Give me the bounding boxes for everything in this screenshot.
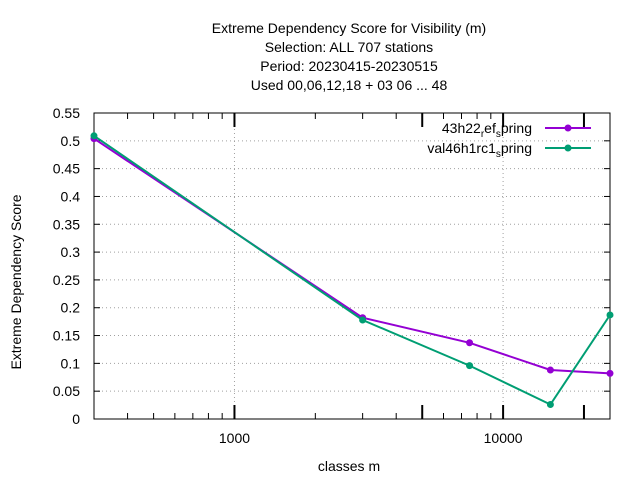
x-tick-label: 1000: [219, 430, 250, 446]
data-point: [606, 369, 614, 377]
series: [90, 132, 614, 409]
data-point: [606, 311, 614, 319]
legend-text-part: r: [481, 129, 485, 140]
y-tick-label: 0.45: [53, 161, 80, 177]
data-point: [466, 362, 474, 370]
title-line: Used 00,06,12,18 + 03 06 ... 48: [251, 77, 448, 93]
data-point: [90, 132, 98, 140]
y-tick-label: 0.4: [61, 188, 81, 204]
y-tick-label: 0.1: [61, 355, 81, 371]
title-line: Extreme Dependency Score for Visibility …: [212, 20, 486, 36]
y-tick-label: 0.2: [61, 300, 81, 316]
legend-text-part: val46h1rc1: [427, 140, 496, 156]
legend-swatch-point: [564, 124, 572, 132]
data-point: [546, 366, 554, 374]
legend-text-part: s: [496, 149, 501, 160]
legend-label-2: val46h1rc1spring: [427, 140, 532, 160]
x-axis-label: classes m: [318, 458, 380, 474]
x-tick-label: 10000: [484, 430, 523, 446]
chart-title: Extreme Dependency Score for Visibility …: [212, 20, 486, 93]
x-axis-ticks: 1000 10000: [127, 113, 585, 446]
legend-text-part: ef: [484, 120, 496, 136]
y-tick-label: 0.25: [53, 272, 80, 288]
y-tick-label: 0.3: [61, 244, 81, 260]
y-tick-label: 0: [72, 411, 80, 427]
title-line: Period: 20230415-20230515: [260, 58, 438, 74]
y-tick-label: 0.35: [53, 216, 80, 232]
data-point: [359, 316, 367, 324]
y-axis-ticks: 0 0.05 0.1 0.15 0.2 0.25 0.3 0.35 0.4 0.45 0.5 0.55: [53, 105, 610, 427]
y-axis-label: Extreme Dependency Score: [8, 194, 24, 369]
legend-label-1: 43h22refspring: [442, 120, 532, 140]
y-tick-label: 0.15: [53, 328, 80, 344]
y-tick-label: 0.55: [53, 105, 80, 121]
legend-text-part: pring: [501, 120, 532, 136]
data-point: [546, 401, 554, 409]
y-tick-label: 0.5: [61, 133, 81, 149]
legend-text-part: 43h22: [442, 120, 481, 136]
legend-swatch-point: [564, 144, 572, 152]
plot-frame: [93, 112, 611, 420]
legend-text-part: s: [496, 129, 501, 140]
title-line: Selection: ALL 707 stations: [265, 39, 433, 55]
legend-text-part: pring: [501, 140, 532, 156]
data-point: [466, 339, 474, 347]
grid: [94, 113, 610, 419]
y-tick-label: 0.05: [53, 383, 80, 399]
series-line-1: [93, 137, 611, 375]
